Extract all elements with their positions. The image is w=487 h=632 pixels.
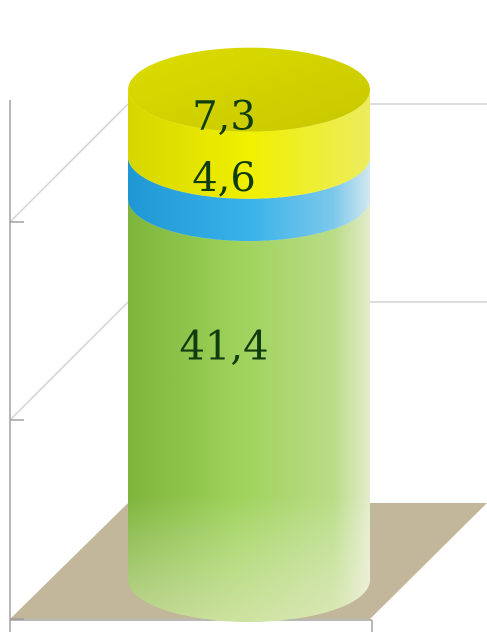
data-label: 41,4 (179, 324, 268, 370)
data-labels: 41,4 4,6 7,3 (179, 94, 268, 370)
gridline (9, 103, 129, 223)
category-axis (9, 619, 373, 632)
segment-green-shade (128, 199, 370, 622)
data-label: 4,6 (192, 155, 256, 201)
cylinder (128, 47, 370, 622)
data-label: 7,3 (192, 94, 256, 140)
cylinder-top (128, 47, 370, 132)
segment-yellow (128, 89, 370, 199)
segment-blue (128, 156, 370, 242)
gridline (9, 301, 129, 421)
value-axis (9, 100, 24, 620)
